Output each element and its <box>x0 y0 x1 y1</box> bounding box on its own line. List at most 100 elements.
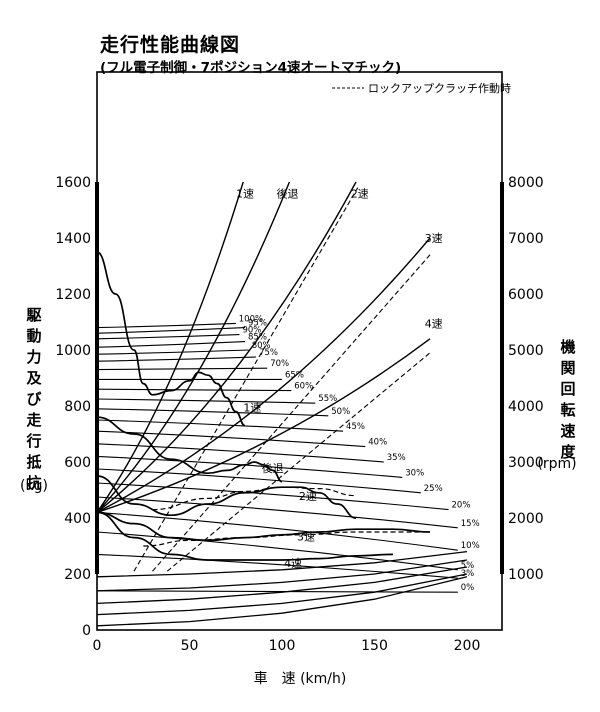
throttle-label: 35% <box>387 453 406 463</box>
throttle-label: 90% <box>242 326 261 336</box>
y-tick-left: 1400 <box>55 231 91 247</box>
throttle-line <box>96 430 366 448</box>
throttle-line <box>96 349 249 355</box>
throttle-label: 3% <box>461 569 475 579</box>
plot-border <box>96 71 503 631</box>
engine-speed-line <box>96 338 431 514</box>
y-axis-label-right-unit: (rpm) <box>537 456 576 472</box>
gear-annotation: 3速 <box>425 232 443 245</box>
y-tick-left: 1200 <box>55 287 91 303</box>
throttle-line <box>96 531 458 571</box>
gear-force-curve <box>96 511 431 542</box>
throttle-label: 40% <box>368 438 387 448</box>
gear-annotation: 1速 <box>236 187 254 200</box>
y-tick-right: 7000 <box>508 231 544 247</box>
throttle-label: 65% <box>285 370 304 380</box>
y-axis-label-left-char: 力 <box>26 348 41 366</box>
y-tick-right: 5000 <box>508 343 544 359</box>
throttle-label: 80% <box>252 341 271 351</box>
throttle-label: 45% <box>346 422 365 432</box>
engine-speed-line <box>96 181 357 513</box>
y-axis-label-left-char: 抗 <box>26 474 41 492</box>
throttle-line <box>96 419 344 432</box>
gear-annotation: 後退 <box>262 461 284 475</box>
gear-force-curve <box>96 416 283 483</box>
y-axis-label-right-char: 機 <box>560 338 575 356</box>
x-tick: 100 <box>269 638 296 654</box>
y-tick-right: 1000 <box>508 567 544 583</box>
plot-frame <box>95 71 504 631</box>
throttle-label: 5% <box>461 561 475 571</box>
gear-annotation: 4速 <box>284 557 302 570</box>
road-load-curve <box>96 573 468 616</box>
y-axis-label-right-char: 転 <box>560 401 575 419</box>
throttle-line <box>96 334 240 340</box>
throttle-line <box>96 482 449 511</box>
y-axis-label-left-char: 駆 <box>26 306 41 324</box>
y-tick-right: 4000 <box>508 399 544 415</box>
throttle-line <box>96 590 458 593</box>
y-tick-right: 2000 <box>508 511 544 527</box>
y-tick-left: 1600 <box>55 175 91 191</box>
engine-speed-line <box>96 237 431 514</box>
throttle-line <box>96 511 458 551</box>
y-axis-label-left-char: 行 <box>25 432 41 450</box>
throttle-line <box>96 356 257 362</box>
road-load-curve <box>96 559 468 592</box>
gear-annotation: 後退 <box>277 186 299 200</box>
x-tick: 0 <box>93 638 102 654</box>
throttle-line <box>96 367 268 371</box>
road-load-curve <box>96 550 468 578</box>
throttle-line <box>96 443 384 463</box>
throttle-line <box>96 341 246 348</box>
lockup-line <box>166 352 431 572</box>
gear-annotation: 2速 <box>299 490 317 503</box>
y-axis-label-left-char: 抵 <box>26 453 41 471</box>
y-tick-left: 1000 <box>55 343 91 359</box>
throttle-line <box>96 408 329 417</box>
x-tick: 50 <box>181 638 199 654</box>
y-tick-right: 3000 <box>508 455 544 471</box>
throttle-line <box>96 388 292 392</box>
throttle-line <box>96 496 458 529</box>
throttle-label: 15% <box>461 519 480 529</box>
throttle-label: 85% <box>248 333 267 343</box>
y-axis-label-left-char: 走 <box>26 411 41 429</box>
lockup-line <box>152 254 431 572</box>
throttle-label: 95% <box>248 319 267 329</box>
gear-annotation: 4速 <box>425 318 443 331</box>
y-axis-label-left-unit: (kg) <box>20 478 48 494</box>
throttle-label: 0% <box>461 583 475 593</box>
y-axis-label-left-char: 及 <box>26 369 42 387</box>
y-axis-label-right-char: 回 <box>560 380 575 398</box>
y-tick-left: 0 <box>82 623 91 639</box>
road-load-curve <box>96 566 468 605</box>
x-tick: 150 <box>361 638 388 654</box>
throttle-label: 60% <box>294 382 313 392</box>
y-tick-left: 200 <box>64 567 91 583</box>
throttle-label: 55% <box>318 394 337 404</box>
throttle-label: 30% <box>405 468 424 478</box>
legend-label: ロックアップクラッチ作動時 <box>368 81 511 95</box>
x-axis-label: 車 速 (km/h) <box>254 670 347 687</box>
throttle-line <box>96 398 316 404</box>
y-axis-label-right-char: 関 <box>560 359 575 377</box>
gear-annotation: 1速 <box>243 402 261 415</box>
y-axis-label-right-char: 度 <box>560 443 576 461</box>
throttle-line <box>96 553 458 579</box>
throttle-label: 100% <box>239 314 263 324</box>
x-tick: 200 <box>454 638 481 654</box>
gear-annotation: 3速 <box>297 530 315 543</box>
throttle-label: 50% <box>331 407 350 417</box>
y-tick-right: 6000 <box>508 287 544 303</box>
throttle-line <box>96 322 236 329</box>
throttle-label: 70% <box>270 359 289 369</box>
throttle-line <box>96 327 246 334</box>
throttle-label: 75% <box>259 348 278 358</box>
y-tick-left: 600 <box>64 455 91 471</box>
gear-force-curve <box>96 511 394 561</box>
y-tick-right: 8000 <box>508 175 544 191</box>
y-axis-label-left-char: び <box>26 390 41 408</box>
